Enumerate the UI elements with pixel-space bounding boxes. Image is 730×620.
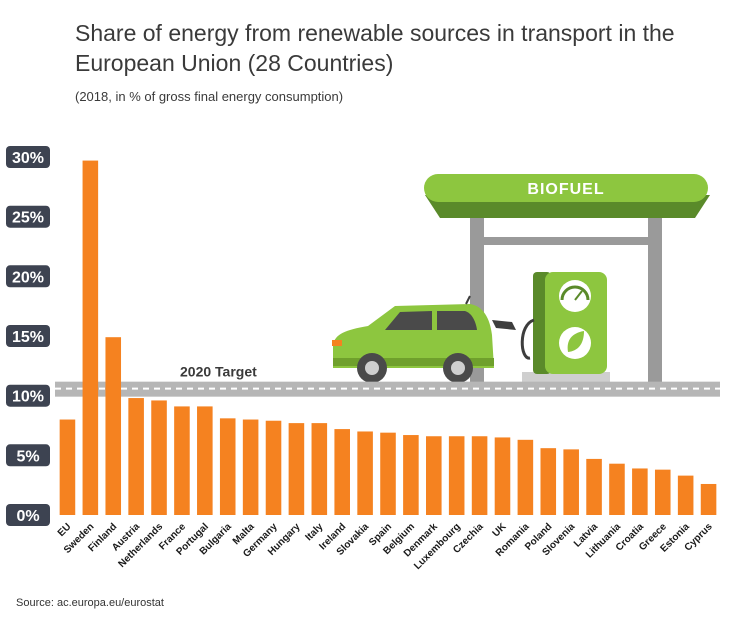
bar-ireland	[334, 429, 350, 515]
y-tick-label: 10%	[12, 389, 44, 406]
biofuel-sign	[424, 174, 708, 202]
y-tick-label: 0%	[16, 508, 39, 525]
bar-france	[174, 406, 190, 515]
y-tick-badge	[6, 205, 50, 228]
y-tick-badge	[6, 444, 50, 467]
bar-austria	[128, 398, 144, 515]
car-antenna	[465, 295, 471, 305]
bar-slovenia	[563, 449, 579, 515]
car-window-front	[385, 311, 432, 330]
y-tick-label: 15%	[12, 329, 44, 346]
target-label: 2020 Target	[180, 364, 257, 380]
bars-group	[59, 160, 717, 515]
bar-croatia	[632, 468, 648, 515]
pump-base	[522, 372, 610, 382]
bar-finland	[105, 337, 122, 515]
y-tick-label: 30%	[12, 150, 44, 167]
y-tick-badge	[6, 146, 50, 168]
car-window-rear	[437, 311, 477, 330]
source-note: Source: ac.europa.eu/eurostat	[16, 597, 164, 609]
gauge-needle	[574, 290, 583, 301]
car-hubcap-rear	[451, 361, 465, 375]
bar-estonia	[677, 475, 694, 515]
bar-denmark	[426, 436, 442, 515]
bar-latvia	[586, 458, 602, 515]
gauge-arc	[560, 285, 590, 301]
pump-nozzle	[492, 320, 516, 330]
bar-portugal	[197, 406, 213, 515]
chart-title: Share of energy from renewable sources i…	[75, 20, 675, 76]
pump-hose	[520, 318, 535, 360]
bar-uk	[494, 437, 511, 515]
y-tick-badge	[6, 325, 50, 347]
biofuel-sign-text: BIOFUEL	[527, 181, 604, 198]
chart-subtitle: (2018, in % of gross final energy consum…	[75, 89, 344, 104]
y-tick-badge	[6, 504, 50, 526]
bar-germany	[265, 420, 282, 515]
y-tick-badge	[6, 384, 50, 407]
car-hubcap-front	[365, 361, 379, 375]
bar-czechia	[471, 436, 488, 515]
bar-greece	[654, 469, 671, 515]
bar-poland	[540, 448, 557, 515]
car-skirt	[333, 358, 494, 366]
bar-sweden	[82, 160, 99, 515]
bar-spain	[380, 432, 396, 515]
y-tick-label: 5%	[16, 448, 39, 465]
target-band: 2020 Target	[55, 364, 720, 397]
car-illustration	[332, 295, 494, 383]
y-tick-label: 25%	[12, 210, 44, 227]
bar-bulgaria	[219, 418, 236, 515]
x-tick-label: UK	[491, 521, 510, 540]
bar-belgium	[403, 435, 419, 515]
x-tick-label: EU	[56, 521, 74, 539]
y-tick-badge	[6, 265, 50, 288]
bar-italy	[311, 423, 328, 515]
y-axis: 0% 5% 10% 15% 20% 25% 30%	[6, 146, 50, 526]
bar-malta	[242, 419, 259, 515]
bar-slovakia	[357, 431, 373, 515]
bar-romania	[517, 439, 534, 515]
y-tick-label: 20%	[12, 269, 44, 286]
bar-lithuania	[609, 463, 625, 515]
x-axis: EUSwedenFinlandAustriaNetherlandsFranceP…	[56, 521, 715, 572]
station-pillar-right	[648, 215, 662, 385]
biofuel-station-illustration: BIOFUEL	[332, 174, 710, 385]
bar-cyprus	[700, 483, 717, 515]
bar-eu	[59, 419, 76, 515]
leaf-icon	[567, 331, 584, 352]
car-headlight	[332, 340, 342, 346]
bar-luxembourg	[448, 436, 465, 515]
station-crossbar	[470, 237, 662, 245]
bar-hungary	[288, 423, 305, 515]
bar-netherlands	[151, 400, 167, 515]
